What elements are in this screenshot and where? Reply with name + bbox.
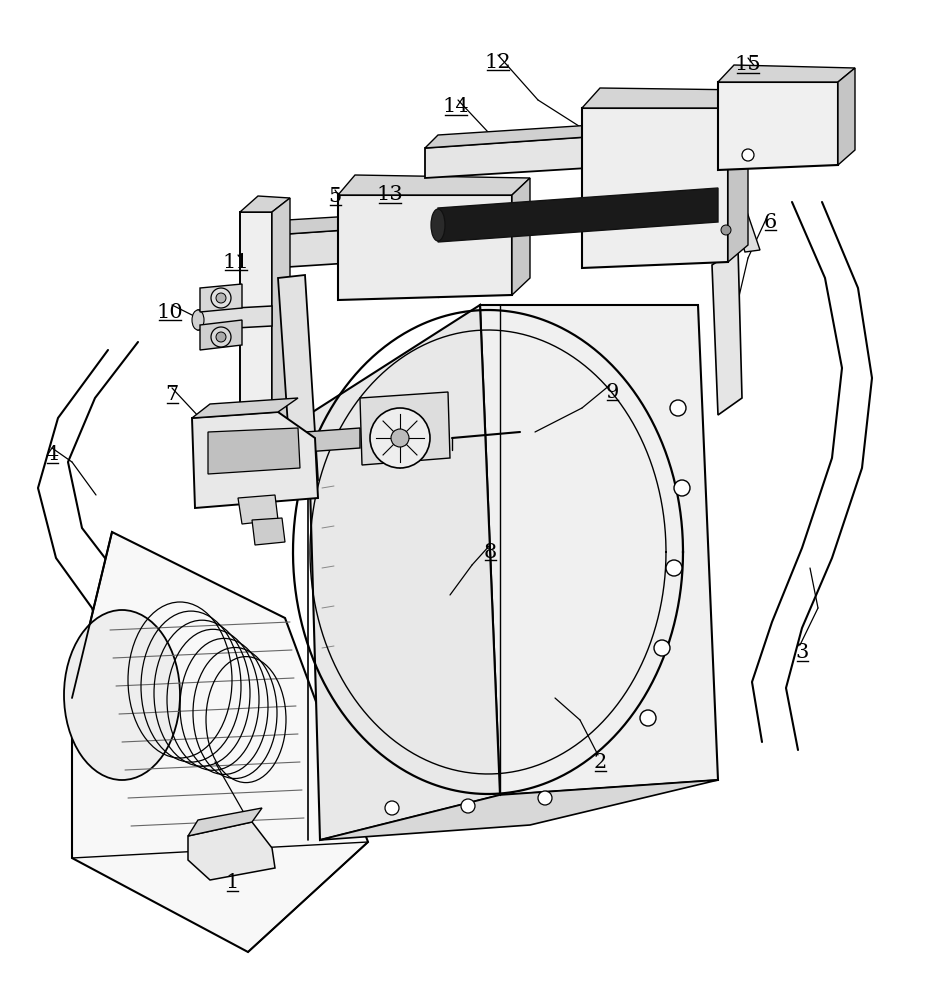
- Text: 14: 14: [443, 98, 469, 116]
- Ellipse shape: [431, 209, 445, 241]
- Text: 7: 7: [166, 385, 179, 404]
- Circle shape: [654, 640, 670, 656]
- Polygon shape: [272, 218, 520, 268]
- Text: 5: 5: [328, 188, 341, 207]
- Text: 3: 3: [796, 644, 808, 662]
- Circle shape: [742, 149, 754, 161]
- Text: 10: 10: [156, 302, 183, 322]
- Circle shape: [216, 293, 226, 303]
- Polygon shape: [240, 212, 272, 486]
- Polygon shape: [272, 205, 535, 235]
- Circle shape: [461, 799, 475, 813]
- Polygon shape: [198, 306, 272, 330]
- Polygon shape: [480, 305, 718, 795]
- Polygon shape: [192, 398, 298, 418]
- Polygon shape: [728, 90, 748, 262]
- Circle shape: [216, 332, 226, 342]
- Polygon shape: [72, 532, 368, 952]
- Circle shape: [385, 801, 399, 815]
- Polygon shape: [712, 248, 742, 415]
- Circle shape: [370, 408, 430, 468]
- Polygon shape: [305, 428, 360, 452]
- Text: 8: 8: [484, 542, 497, 562]
- Text: 2: 2: [593, 754, 607, 772]
- Polygon shape: [208, 428, 300, 474]
- Polygon shape: [838, 68, 855, 165]
- Polygon shape: [718, 168, 760, 252]
- Polygon shape: [200, 284, 242, 312]
- Polygon shape: [278, 275, 318, 485]
- Polygon shape: [272, 198, 290, 480]
- Circle shape: [211, 288, 231, 308]
- Polygon shape: [240, 196, 290, 212]
- Text: 12: 12: [485, 52, 512, 72]
- Polygon shape: [512, 178, 530, 295]
- Polygon shape: [338, 195, 512, 300]
- Polygon shape: [252, 518, 285, 545]
- Polygon shape: [192, 412, 318, 508]
- Polygon shape: [582, 88, 748, 108]
- Polygon shape: [338, 175, 530, 195]
- Ellipse shape: [192, 310, 204, 330]
- Polygon shape: [320, 780, 718, 840]
- Polygon shape: [425, 128, 718, 178]
- Polygon shape: [438, 188, 718, 242]
- Text: 1: 1: [226, 874, 239, 892]
- Polygon shape: [200, 320, 242, 350]
- Polygon shape: [188, 808, 262, 836]
- Circle shape: [674, 480, 690, 496]
- Polygon shape: [718, 65, 855, 82]
- Polygon shape: [718, 82, 838, 170]
- Text: 4: 4: [45, 446, 58, 464]
- Text: 13: 13: [376, 186, 403, 205]
- Circle shape: [538, 791, 552, 805]
- Text: 9: 9: [605, 382, 619, 401]
- Circle shape: [670, 400, 686, 416]
- Polygon shape: [360, 392, 450, 465]
- Polygon shape: [238, 495, 278, 524]
- Polygon shape: [425, 116, 732, 148]
- Text: 6: 6: [763, 213, 777, 232]
- Ellipse shape: [64, 610, 180, 780]
- Circle shape: [666, 560, 682, 576]
- Circle shape: [211, 327, 231, 347]
- Text: 11: 11: [223, 252, 250, 271]
- Circle shape: [721, 225, 731, 235]
- Circle shape: [640, 710, 656, 726]
- Circle shape: [391, 429, 409, 447]
- Polygon shape: [188, 822, 275, 880]
- Polygon shape: [582, 108, 728, 268]
- Text: 15: 15: [734, 55, 761, 75]
- Polygon shape: [308, 305, 500, 840]
